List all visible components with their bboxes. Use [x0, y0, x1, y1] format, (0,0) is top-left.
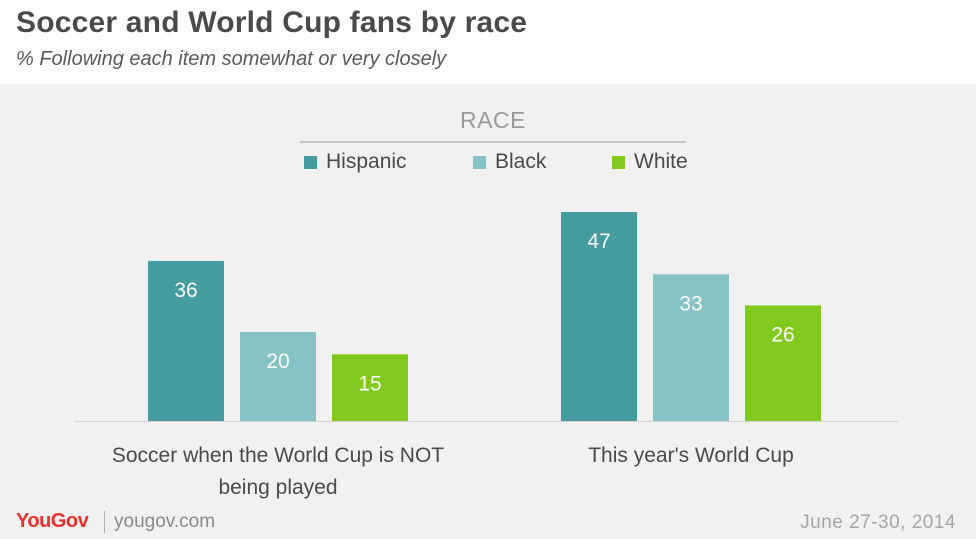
legend-swatch-black [473, 155, 486, 169]
legend-divider [300, 141, 686, 143]
legend-label-white: White [634, 150, 688, 173]
yougov-logo: YouGov [16, 510, 89, 532]
data-label-white-1: 26 [771, 323, 794, 346]
bar-black-0 [240, 332, 316, 421]
legend-label-black: Black [495, 150, 547, 173]
footer-separator [104, 511, 105, 533]
legend-item-hispanic: Hispanic [304, 150, 407, 174]
legend-swatch-white [612, 155, 625, 169]
bar-hispanic-1 [561, 212, 637, 421]
legend-item-white: White [612, 150, 688, 174]
bar-white-1 [745, 305, 821, 421]
category-label-1: This year's World Cup [588, 444, 794, 467]
footer-date: June 27-30, 2014 [800, 512, 956, 533]
chart-subtitle: % Following each item somewhat or very c… [16, 48, 447, 70]
legend-item-black: Black [473, 150, 546, 174]
category-label-0: Soccer when the World Cup is NOT being p… [111, 444, 445, 499]
bar-black-1 [653, 274, 729, 421]
data-label-hispanic-1: 47 [587, 230, 610, 253]
bar-hispanic-0 [148, 260, 224, 421]
chart-header: Soccer and World Cup fans by race % Foll… [0, 0, 976, 80]
data-label-black-1: 33 [679, 292, 702, 315]
legend-title: RACE [460, 107, 526, 133]
bar-white-0 [332, 354, 408, 421]
data-label-white-0: 15 [358, 372, 381, 395]
footer-url[interactable]: yougov.com [114, 511, 216, 532]
data-label-hispanic-0: 36 [174, 279, 197, 302]
data-label-black-0: 20 [266, 350, 289, 373]
legend-swatch-hispanic [304, 155, 317, 169]
chart-title: Soccer and World Cup fans by race [16, 6, 528, 39]
legend-label-hispanic: Hispanic [326, 150, 407, 173]
